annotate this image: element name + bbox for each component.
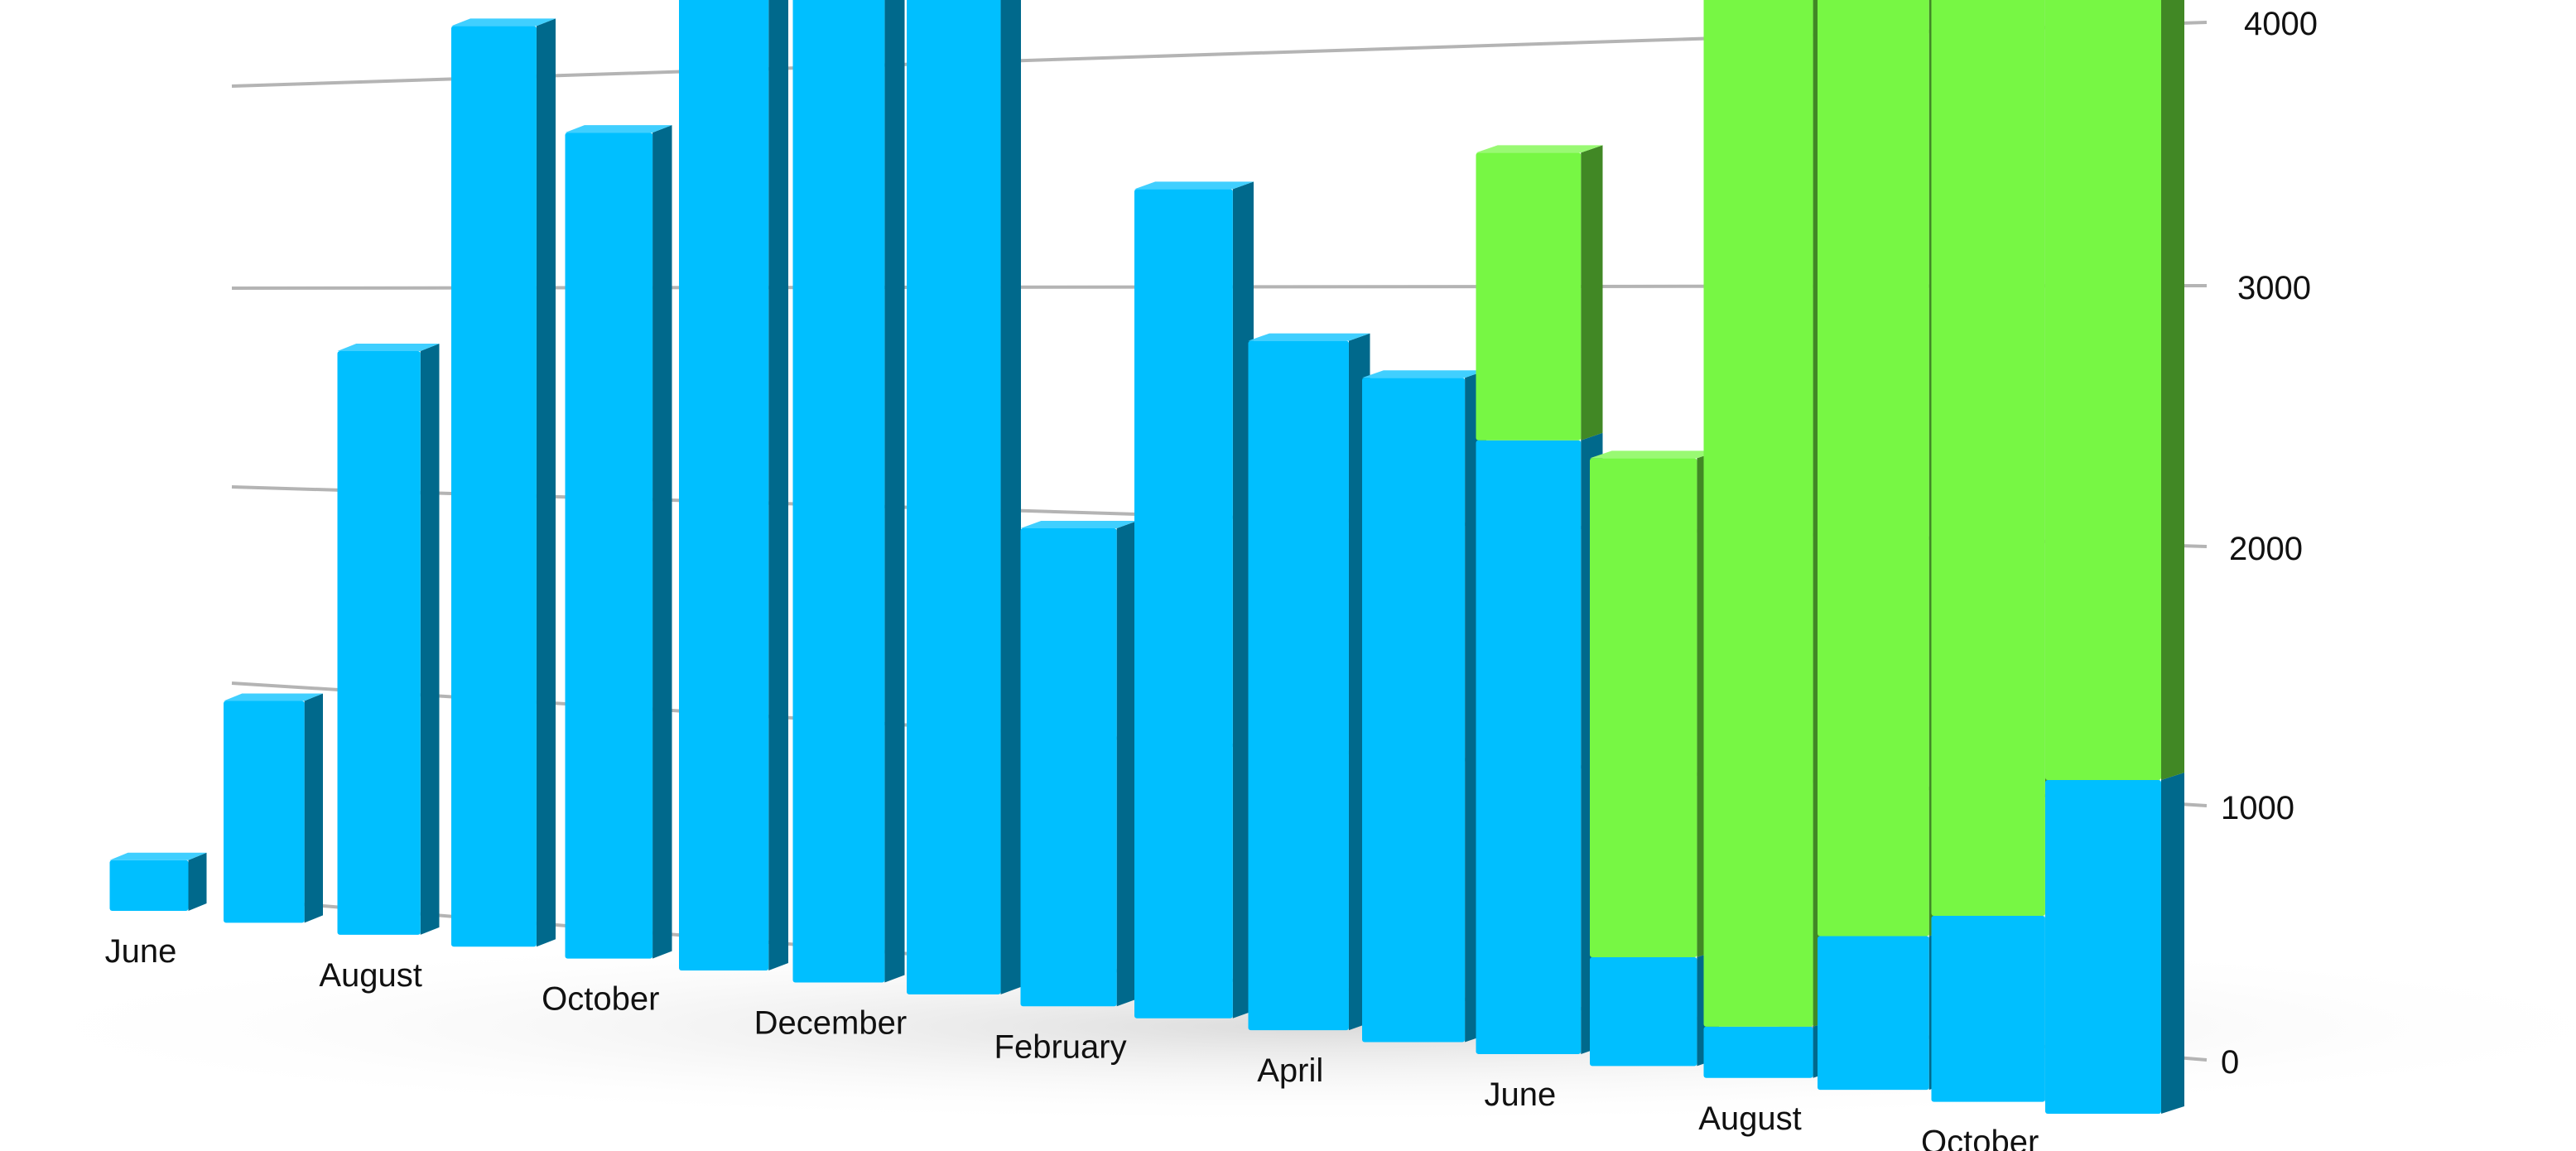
bar-top (1020, 521, 1138, 529)
bar-top (451, 18, 556, 26)
bar-segment-1 (1703, 1026, 1813, 1078)
bar-side (652, 125, 672, 959)
bar-segment-1 (1476, 440, 1582, 1054)
bar-segment-1 (2045, 780, 2161, 1114)
bar-top (337, 343, 440, 351)
bar-side (420, 343, 440, 935)
bar-segment-1 (679, 0, 769, 971)
bar-segment-1 (1931, 916, 2045, 1102)
x-tick-label: December (754, 1004, 908, 1041)
x-tick-label: April (1257, 1052, 1323, 1089)
y-tick-label: 4000 (2244, 6, 2318, 42)
bar-group (1590, 450, 1719, 1067)
bar-group (1703, 0, 1836, 1078)
y-tick-label: 0 (2221, 1044, 2239, 1081)
bar-segment-1 (1020, 528, 1117, 1007)
bar-group (1476, 145, 1603, 1054)
bar-segment-1 (224, 701, 305, 923)
bar-segment-2 (1590, 458, 1697, 958)
bar-group (792, 0, 905, 983)
x-tick-label: June (1485, 1076, 1557, 1113)
x-tick-label: October (542, 981, 659, 1018)
y-tick-label: 2000 (2229, 531, 2303, 567)
bar-segment-2 (1818, 0, 1929, 937)
bar-segment-2 (1703, 0, 1813, 1027)
bar-segment-1 (792, 0, 885, 983)
y-tick-label: 1000 (2221, 790, 2294, 826)
y-tick-label: 3000 (2237, 270, 2311, 306)
bar-group (907, 0, 1021, 994)
bar-top (1362, 370, 1486, 378)
bar-side (304, 693, 323, 923)
bar-segment-1 (1590, 957, 1697, 1067)
bar-group (679, 0, 788, 971)
bar-segment-1 (337, 350, 421, 935)
bar-segment-2 (1931, 0, 2045, 917)
bar-side (1116, 521, 1138, 1007)
bar-side (1581, 145, 1603, 441)
bar-group (565, 125, 672, 959)
bar-side (536, 18, 556, 947)
y-axis-labels: 0 1000 2000 3000 4000 (2221, 6, 2318, 1081)
bar-segment-2 (1476, 152, 1582, 441)
bar-group (2045, 0, 2184, 1114)
x-tick-label: February (994, 1028, 1127, 1065)
bar-side (2161, 0, 2184, 780)
bar-segment-1 (109, 860, 189, 911)
bar-group (1020, 521, 1138, 1007)
bar-side (2161, 773, 2184, 1114)
x-tick-label: June (105, 933, 177, 970)
bar-top (109, 852, 207, 860)
bar-top (1476, 145, 1603, 153)
bar-segment-1 (1134, 189, 1233, 1019)
bar-side (188, 852, 207, 911)
bar-side (884, 0, 905, 983)
bar-group (1248, 333, 1370, 1031)
bar-top (224, 693, 323, 701)
x-tick-label: August (319, 957, 422, 994)
bar-top (1590, 450, 1719, 459)
bar-group (224, 693, 323, 923)
bar-segment-1 (451, 26, 537, 947)
bar-segment-1 (1248, 340, 1349, 1031)
bar-top (565, 125, 672, 133)
x-tick-label: August (1698, 1100, 1802, 1137)
bars (109, 0, 2184, 1114)
bar-segment-2 (2045, 0, 2161, 780)
bar-group (109, 852, 207, 911)
bar-group (1362, 370, 1486, 1043)
bar-side (768, 0, 788, 971)
bar-side (1000, 0, 1021, 994)
bar-top (1134, 181, 1254, 190)
bar-segment-1 (565, 132, 653, 959)
bar-segment-1 (907, 0, 1001, 994)
bar-group (451, 18, 556, 947)
bar-segment-1 (1362, 378, 1466, 1043)
bar-top (1248, 333, 1370, 341)
bar-group (337, 343, 440, 935)
x-tick-label: October (1921, 1125, 2039, 1151)
x-axis-labels: June August October December February April Ju… (105, 933, 2039, 1151)
bar-group (1134, 181, 1254, 1019)
bar-segment-1 (1818, 936, 1929, 1091)
